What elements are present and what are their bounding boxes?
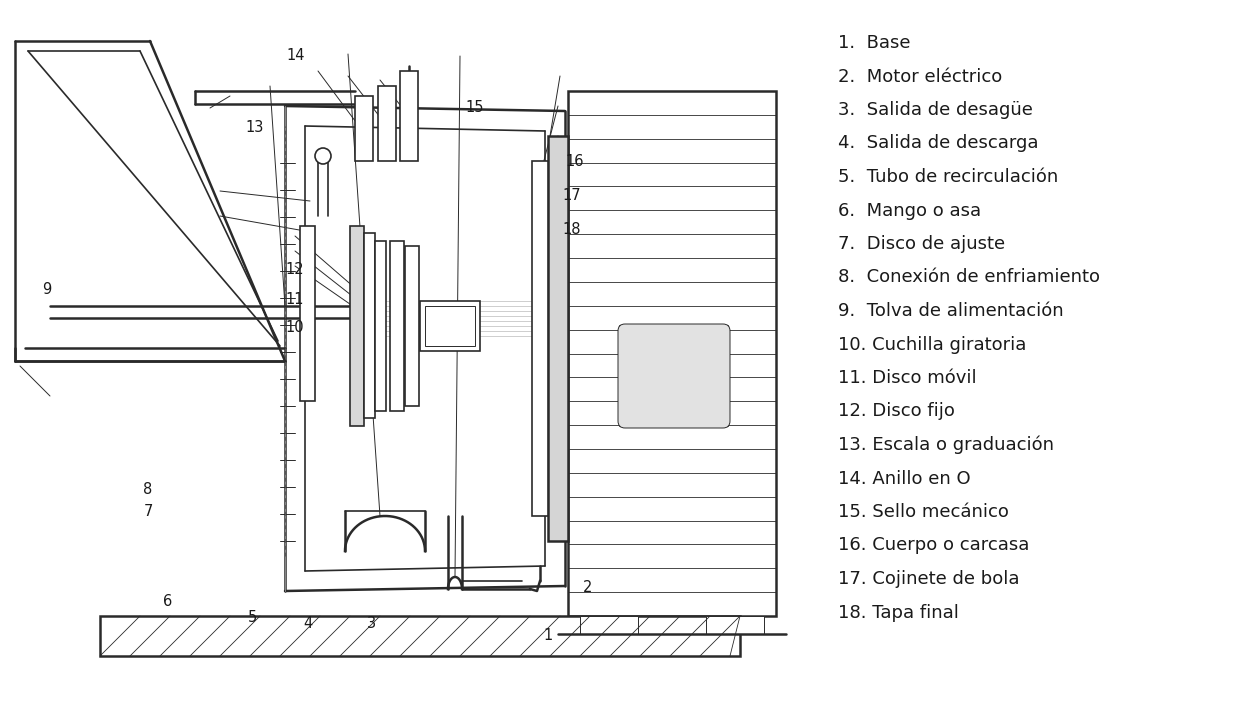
- Text: 18: 18: [563, 222, 582, 237]
- Text: 9.  Tolva de alimentación: 9. Tolva de alimentación: [838, 302, 1064, 320]
- Bar: [355, 96, 373, 161]
- Text: 17. Cojinete de bola: 17. Cojinete de bola: [838, 570, 1020, 588]
- Text: 7: 7: [143, 505, 153, 520]
- Text: 1: 1: [544, 628, 553, 643]
- Text: 16. Cuerpo o carcasa: 16. Cuerpo o carcasa: [838, 537, 1030, 554]
- Text: 18. Tapa final: 18. Tapa final: [838, 604, 958, 621]
- Text: 13. Escala o graduación: 13. Escala o graduación: [838, 436, 1054, 455]
- Text: 11: 11: [286, 292, 304, 308]
- Bar: [300, 226, 315, 401]
- Text: 8.  Conexión de enfriamiento: 8. Conexión de enfriamiento: [838, 268, 1100, 287]
- Text: 17: 17: [563, 189, 582, 203]
- Bar: [620, 326, 728, 426]
- Bar: [706, 616, 764, 634]
- Text: 12. Disco fijo: 12. Disco fijo: [838, 402, 955, 421]
- Bar: [425, 306, 475, 346]
- Text: 14. Anillo en O: 14. Anillo en O: [838, 469, 971, 488]
- Text: 2: 2: [583, 580, 593, 595]
- Text: 6: 6: [163, 594, 172, 609]
- Text: 11. Disco móvil: 11. Disco móvil: [838, 369, 977, 387]
- Bar: [391, 241, 404, 411]
- Text: 6.  Mango o asa: 6. Mango o asa: [838, 201, 981, 220]
- Bar: [404, 246, 420, 406]
- Text: 15. Sello mecánico: 15. Sello mecánico: [838, 503, 1009, 521]
- Text: 14: 14: [286, 47, 305, 63]
- Bar: [568, 91, 776, 616]
- Text: 1.  Base: 1. Base: [838, 34, 911, 52]
- Bar: [580, 616, 638, 634]
- Bar: [100, 616, 740, 656]
- Text: 8: 8: [143, 482, 153, 498]
- Text: 4.  Salida de descarga: 4. Salida de descarga: [838, 135, 1039, 152]
- Text: 9: 9: [43, 282, 51, 297]
- Text: 16: 16: [565, 155, 584, 169]
- Bar: [376, 241, 386, 411]
- Text: 3: 3: [368, 616, 377, 631]
- Text: 10: 10: [285, 321, 304, 335]
- Bar: [548, 136, 568, 541]
- Text: 7.  Disco de ajuste: 7. Disco de ajuste: [838, 235, 1005, 253]
- Bar: [350, 226, 364, 426]
- Bar: [378, 86, 396, 161]
- Circle shape: [315, 148, 332, 164]
- FancyBboxPatch shape: [618, 324, 730, 428]
- Text: 15: 15: [466, 100, 485, 116]
- Text: 5: 5: [247, 611, 256, 626]
- Text: 2.  Motor eléctrico: 2. Motor eléctrico: [838, 68, 1002, 85]
- Bar: [533, 161, 548, 516]
- Text: 13: 13: [246, 121, 264, 136]
- Text: 12: 12: [285, 263, 304, 277]
- Bar: [364, 233, 376, 418]
- Text: 5.  Tubo de recirculación: 5. Tubo de recirculación: [838, 168, 1059, 186]
- Text: 3.  Salida de desagüe: 3. Salida de desagüe: [838, 101, 1032, 119]
- Text: 10. Cuchilla giratoria: 10. Cuchilla giratoria: [838, 335, 1026, 354]
- Text: 4: 4: [304, 616, 313, 631]
- Bar: [420, 301, 480, 351]
- Bar: [399, 71, 418, 161]
